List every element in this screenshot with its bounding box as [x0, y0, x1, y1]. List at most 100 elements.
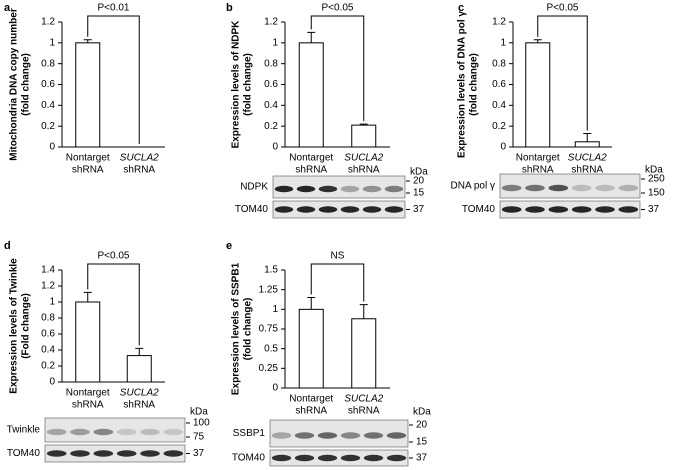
- y-tick-label: 1.4: [41, 265, 55, 276]
- x-tick-label: shRNA: [295, 406, 327, 417]
- bar: [75, 42, 101, 148]
- error-bar: [307, 297, 316, 310]
- blot-image: [499, 200, 641, 219]
- blot-band: [501, 184, 522, 192]
- blot-image: [44, 444, 186, 463]
- error-bar: [359, 304, 368, 319]
- blot-band: [163, 428, 184, 436]
- blot-band: [46, 428, 67, 436]
- blot-band: [163, 450, 184, 457]
- blot-band: [70, 450, 90, 457]
- x-tick-label: shRNA: [72, 165, 104, 176]
- blot-band: [386, 432, 407, 439]
- error-bar: [307, 31, 316, 43]
- blot-row-label: TOM40: [232, 453, 266, 464]
- error-bar: [135, 347, 144, 356]
- blot-band: [618, 206, 639, 213]
- blot-band: [271, 454, 292, 462]
- x-tick-label: SUCLA2: [120, 388, 159, 399]
- panel-label: b: [226, 2, 233, 14]
- blot-band: [93, 450, 114, 457]
- blot-band: [140, 450, 160, 457]
- y-tick-label: 0.6: [41, 79, 55, 90]
- blot-image: [269, 419, 409, 448]
- blot-band: [571, 184, 592, 192]
- y-tick-label: 1: [272, 37, 278, 48]
- blot-band: [571, 206, 592, 213]
- y-tick-label: 0: [49, 142, 55, 153]
- significance-bracket: [310, 15, 365, 122]
- blot-row-label: TOM40: [235, 204, 269, 215]
- blot-band: [317, 432, 338, 439]
- blot-band: [296, 206, 316, 213]
- blot-band: [274, 206, 294, 213]
- marker-label: 37: [416, 453, 428, 464]
- blot-row-label: TOM40: [462, 204, 496, 215]
- y-tick-label: 1.2: [41, 17, 55, 28]
- y-tick-label: 0.2: [492, 121, 506, 132]
- blot-row-label: Twinkle: [7, 425, 41, 436]
- x-tick-label: SUCLA2: [344, 394, 383, 405]
- significance-label: P<0.05: [547, 3, 579, 14]
- blot-band: [340, 432, 361, 439]
- x-tick-label: shRNA: [72, 400, 104, 411]
- panel-label: d: [4, 240, 11, 252]
- y-tick-label: 0.25: [259, 363, 279, 374]
- x-tick-label: shRNA: [348, 165, 380, 176]
- blot-band: [318, 185, 338, 193]
- bar: [298, 308, 324, 389]
- marker-label: 15: [413, 188, 425, 199]
- panel-label: e: [226, 240, 232, 252]
- marker-label: 37: [193, 448, 205, 459]
- blot-band: [501, 206, 522, 213]
- significance-label: P<0.01: [98, 3, 130, 14]
- marker-label: 150: [648, 188, 665, 199]
- significance-bracket: [537, 15, 588, 131]
- blot-band: [362, 185, 382, 193]
- y-tick-label: 1: [49, 297, 55, 308]
- y-tick-label: 0.2: [41, 121, 55, 132]
- error-bar: [83, 291, 92, 302]
- y-axis-label: (fold change): [243, 298, 254, 361]
- bar: [351, 124, 377, 148]
- significance-label: P<0.05: [322, 3, 354, 14]
- x-tick-label: Nontarget: [289, 153, 333, 164]
- y-tick-label: 0.4: [41, 345, 55, 356]
- blot-band: [296, 185, 316, 193]
- y-tick-label: 0.2: [264, 121, 278, 132]
- blot-band: [274, 185, 294, 193]
- blot-band: [363, 432, 384, 439]
- y-axis-label: (Fold change): [21, 293, 32, 359]
- y-tick-label: 0.8: [264, 58, 278, 69]
- significance-bracket: [87, 15, 140, 144]
- blot-band: [363, 454, 384, 462]
- significance-bracket: [310, 263, 365, 302]
- blot-band: [294, 432, 315, 439]
- y-tick-label: 0.6: [41, 329, 55, 340]
- blot-band: [340, 206, 360, 213]
- blot-band: [384, 185, 404, 193]
- blot-band: [595, 206, 615, 213]
- y-tick-label: 0.8: [41, 313, 55, 324]
- y-tick-label: 1: [500, 37, 506, 48]
- blot-band: [116, 428, 137, 436]
- blot-band: [317, 454, 338, 462]
- y-tick-label: 0.4: [41, 100, 55, 111]
- error-bar: [359, 123, 368, 126]
- blot-band: [525, 184, 545, 192]
- y-tick-label: 0: [272, 383, 278, 394]
- y-axis-label: (fold change): [21, 53, 32, 116]
- significance-label: NS: [331, 251, 345, 262]
- y-tick-label: 1.2: [264, 17, 278, 28]
- blot-band: [525, 206, 545, 213]
- y-tick-label: 0.6: [264, 79, 278, 90]
- blot-unit: kDa: [410, 167, 428, 178]
- y-tick-label: 1.2: [41, 281, 55, 292]
- blot-unit: kDa: [413, 407, 431, 418]
- blot-image: [499, 173, 641, 199]
- x-tick-label: shRNA: [123, 165, 155, 176]
- y-tick-label: 0: [49, 377, 55, 388]
- bar: [351, 318, 377, 389]
- blot-row-label: NDPK: [240, 182, 268, 193]
- error-bar: [583, 132, 592, 142]
